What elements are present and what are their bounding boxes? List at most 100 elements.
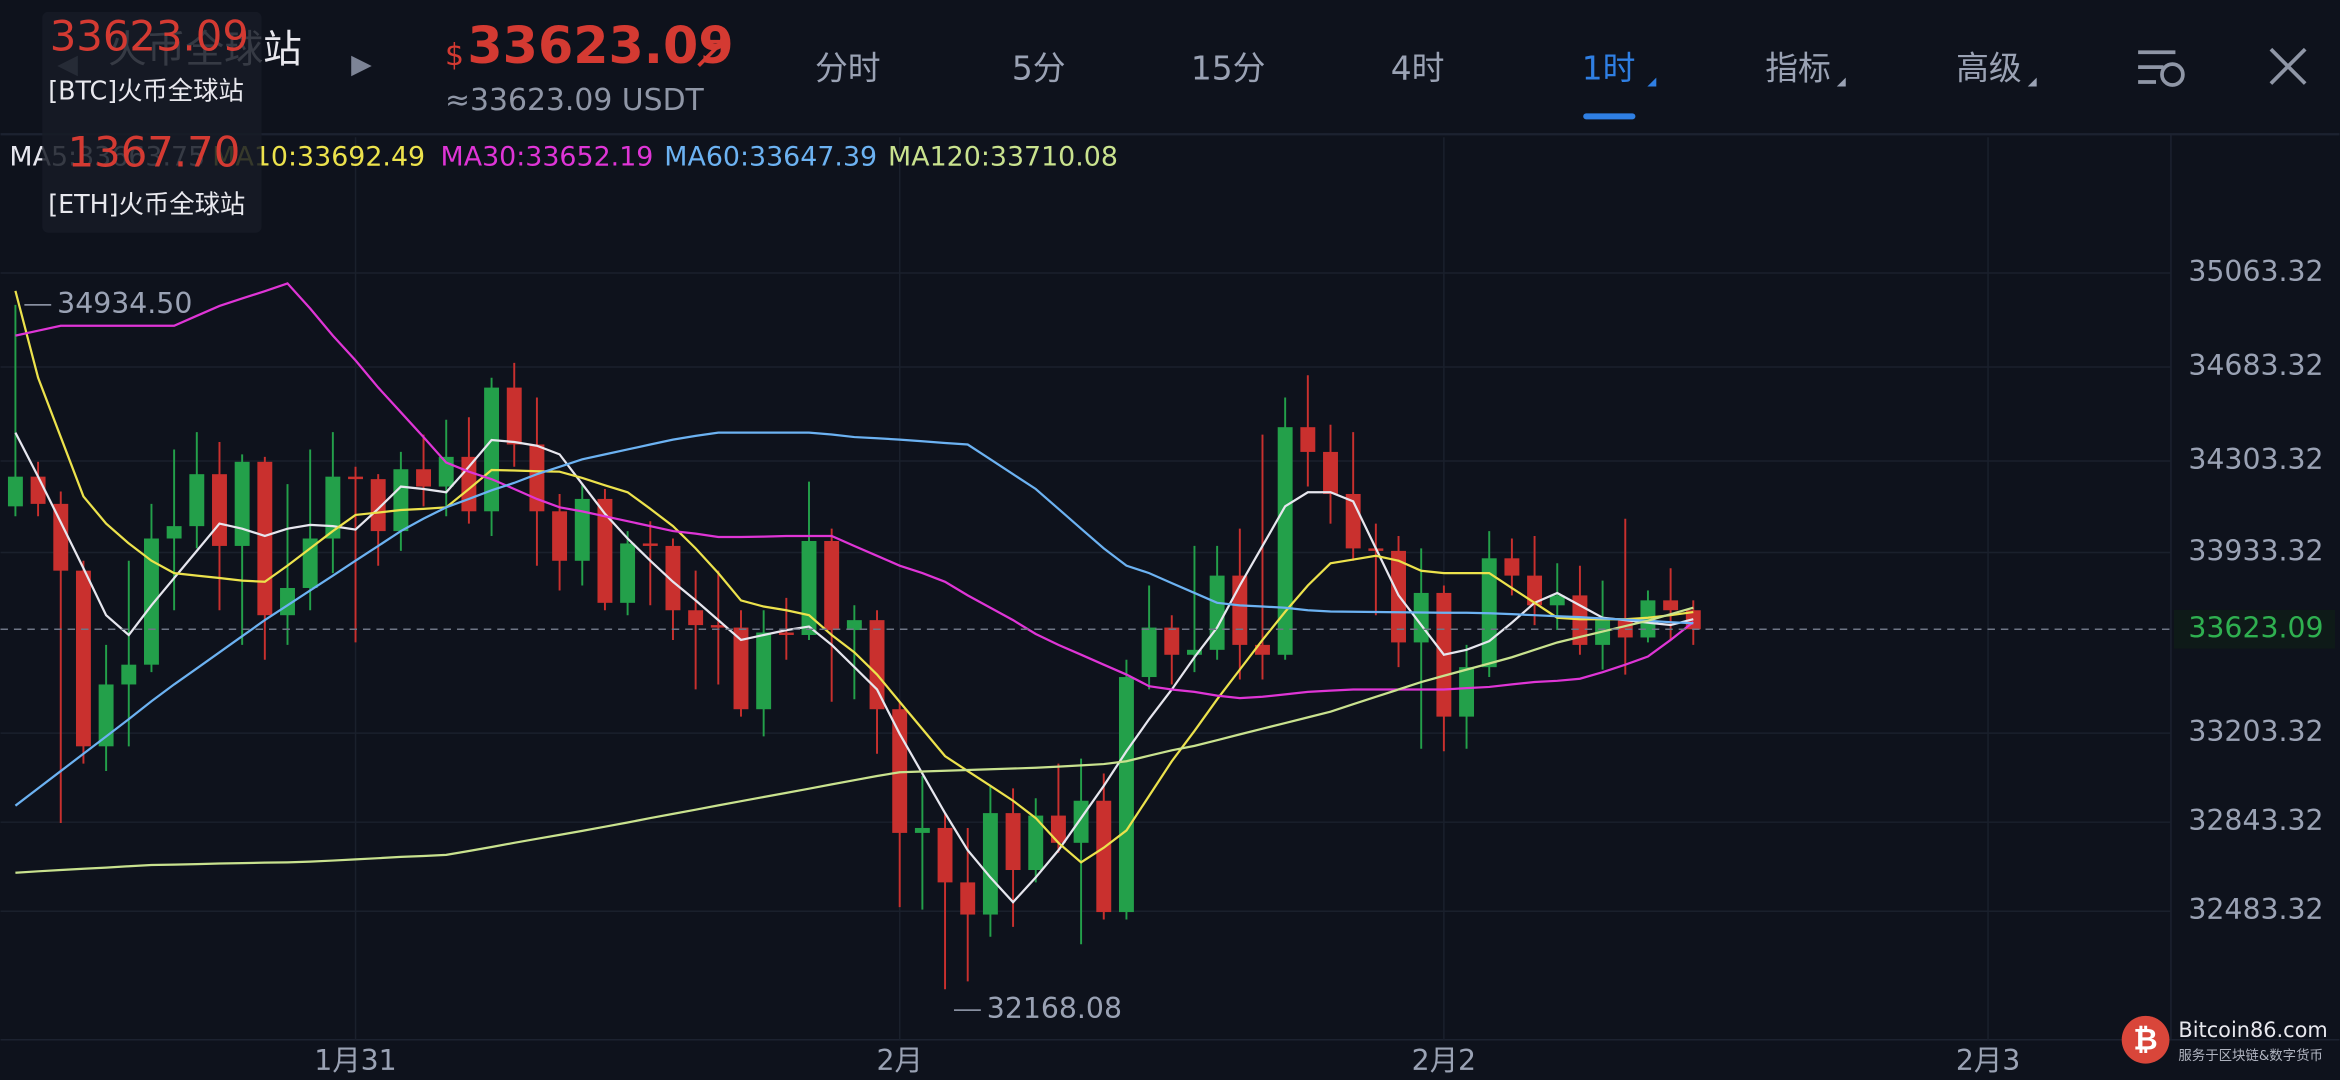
candle-body	[1050, 815, 1066, 843]
interval-tab[interactable]: 15分	[1191, 50, 1266, 88]
legend-entry: MA60:33647.39	[664, 142, 877, 173]
candle-body	[756, 632, 772, 710]
candle-body	[1277, 427, 1293, 655]
watermark-logo-glyph: ₿	[2133, 1023, 2157, 1058]
candle-body	[7, 476, 23, 507]
interval-tab[interactable]: 高级	[1956, 50, 2022, 88]
dropdown-marker	[1647, 77, 1657, 87]
ma-line	[14, 432, 1694, 904]
candle-body	[937, 827, 953, 883]
popup-price[interactable]: 33623.09	[50, 11, 249, 60]
popup-market[interactable]: [BTC]火币全球站	[48, 75, 244, 105]
y-tick-label: 32843.32	[2188, 804, 2323, 837]
candle-body	[257, 461, 273, 616]
candle-body	[869, 620, 885, 710]
candle-body	[665, 545, 681, 611]
candle-body	[710, 625, 726, 628]
candle-body	[1141, 627, 1157, 678]
candle-body	[1527, 575, 1543, 606]
candle-body	[1504, 558, 1520, 576]
current-price-box	[2173, 609, 2336, 649]
interval-tab[interactable]: 1时	[1582, 50, 1636, 88]
settings-icon[interactable]	[2138, 50, 2185, 87]
candle-body	[914, 827, 930, 833]
candle-body	[1096, 800, 1112, 913]
candle-body	[1164, 627, 1180, 655]
watermark-tagline: 服务于区块链&数字货币	[2178, 1047, 2323, 1064]
candle-body	[846, 620, 862, 631]
candle-body	[552, 511, 568, 561]
candle-body	[688, 610, 704, 626]
candle-body	[30, 476, 46, 504]
ma-line	[15, 606, 1694, 874]
legend-entry: MA120:33710.08	[888, 142, 1118, 173]
ma-line	[14, 290, 1694, 864]
candle-body	[801, 540, 817, 635]
candle-body	[1640, 600, 1656, 638]
candle-body	[1187, 649, 1202, 655]
candle-body	[144, 538, 159, 665]
candle-body	[166, 526, 182, 539]
candle-body	[1255, 644, 1270, 655]
current-price-label: 33623.09	[2188, 611, 2323, 644]
candle-body	[53, 503, 69, 571]
dropdown-marker	[1836, 77, 1846, 87]
x-tick-label: 2月3	[1956, 1044, 2020, 1077]
candle-body	[506, 387, 522, 445]
market-popup	[42, 11, 262, 233]
candle-body	[529, 444, 545, 512]
interval-tab[interactable]: 分时	[815, 50, 881, 88]
candle-body	[733, 627, 749, 710]
candle-body	[1028, 815, 1044, 871]
interval-tab[interactable]: 指标	[1765, 50, 1831, 88]
plot: 35063.32 34683.32 34303.32 33933.32 33203.32…	[0, 137, 2336, 1077]
candle-body	[778, 632, 794, 635]
y-tick-label: 33203.32	[2188, 715, 2323, 748]
interval-tab[interactable]: 5分	[1012, 50, 1066, 88]
ma-line	[14, 431, 1694, 807]
approx-price: ≈33623.09 USDT	[445, 83, 705, 118]
candle-body	[1459, 667, 1475, 717]
currency-symbol: $	[445, 38, 464, 73]
next-market-arrow[interactable]: ▶	[351, 49, 372, 80]
candle-body	[325, 476, 341, 539]
candle-body	[597, 498, 613, 603]
candle-body	[98, 684, 114, 747]
close-button[interactable]	[2269, 47, 2307, 85]
candle-body	[234, 461, 250, 546]
candle-body	[1073, 800, 1089, 843]
interval-tabs: 分时 5分 15分 4时 1时 指标 高级	[815, 50, 2037, 120]
candle-body	[348, 476, 363, 480]
candle-body	[982, 813, 998, 915]
candle-body	[574, 498, 590, 561]
y-tick-label: 34683.32	[2188, 349, 2323, 382]
watermark-logo	[2121, 1015, 2170, 1064]
ma-line	[15, 282, 1694, 700]
icon-gear	[2160, 62, 2185, 87]
candle-body	[824, 540, 840, 631]
price-up-arrow	[697, 39, 725, 67]
candle-body	[393, 469, 409, 532]
candle-body	[642, 543, 658, 546]
candle-body	[1549, 595, 1565, 606]
candle-body	[189, 474, 205, 527]
y-tick-label: 34303.32	[2188, 443, 2323, 476]
x-tick-label: 2月	[877, 1044, 923, 1077]
legend-entry: MA30:33652.19	[441, 142, 654, 173]
active-tab-indicator	[1583, 113, 1636, 120]
candle-body	[121, 664, 137, 685]
candle-body	[960, 882, 976, 915]
y-tick-label: 35063.32	[2188, 255, 2323, 288]
y-tick-label: 32483.32	[2188, 893, 2323, 926]
popup-market[interactable]: [ETH]火币全球站	[48, 189, 245, 219]
max-label: 34934.50	[57, 287, 192, 320]
candle-body	[1209, 575, 1225, 650]
candle-body	[416, 469, 432, 487]
candle-body	[1005, 813, 1021, 871]
popup-price[interactable]: 1367.70	[68, 128, 241, 177]
watermark-site: Bitcoin86.com	[2178, 1018, 2327, 1042]
interval-tab[interactable]: 4时	[1391, 50, 1445, 88]
